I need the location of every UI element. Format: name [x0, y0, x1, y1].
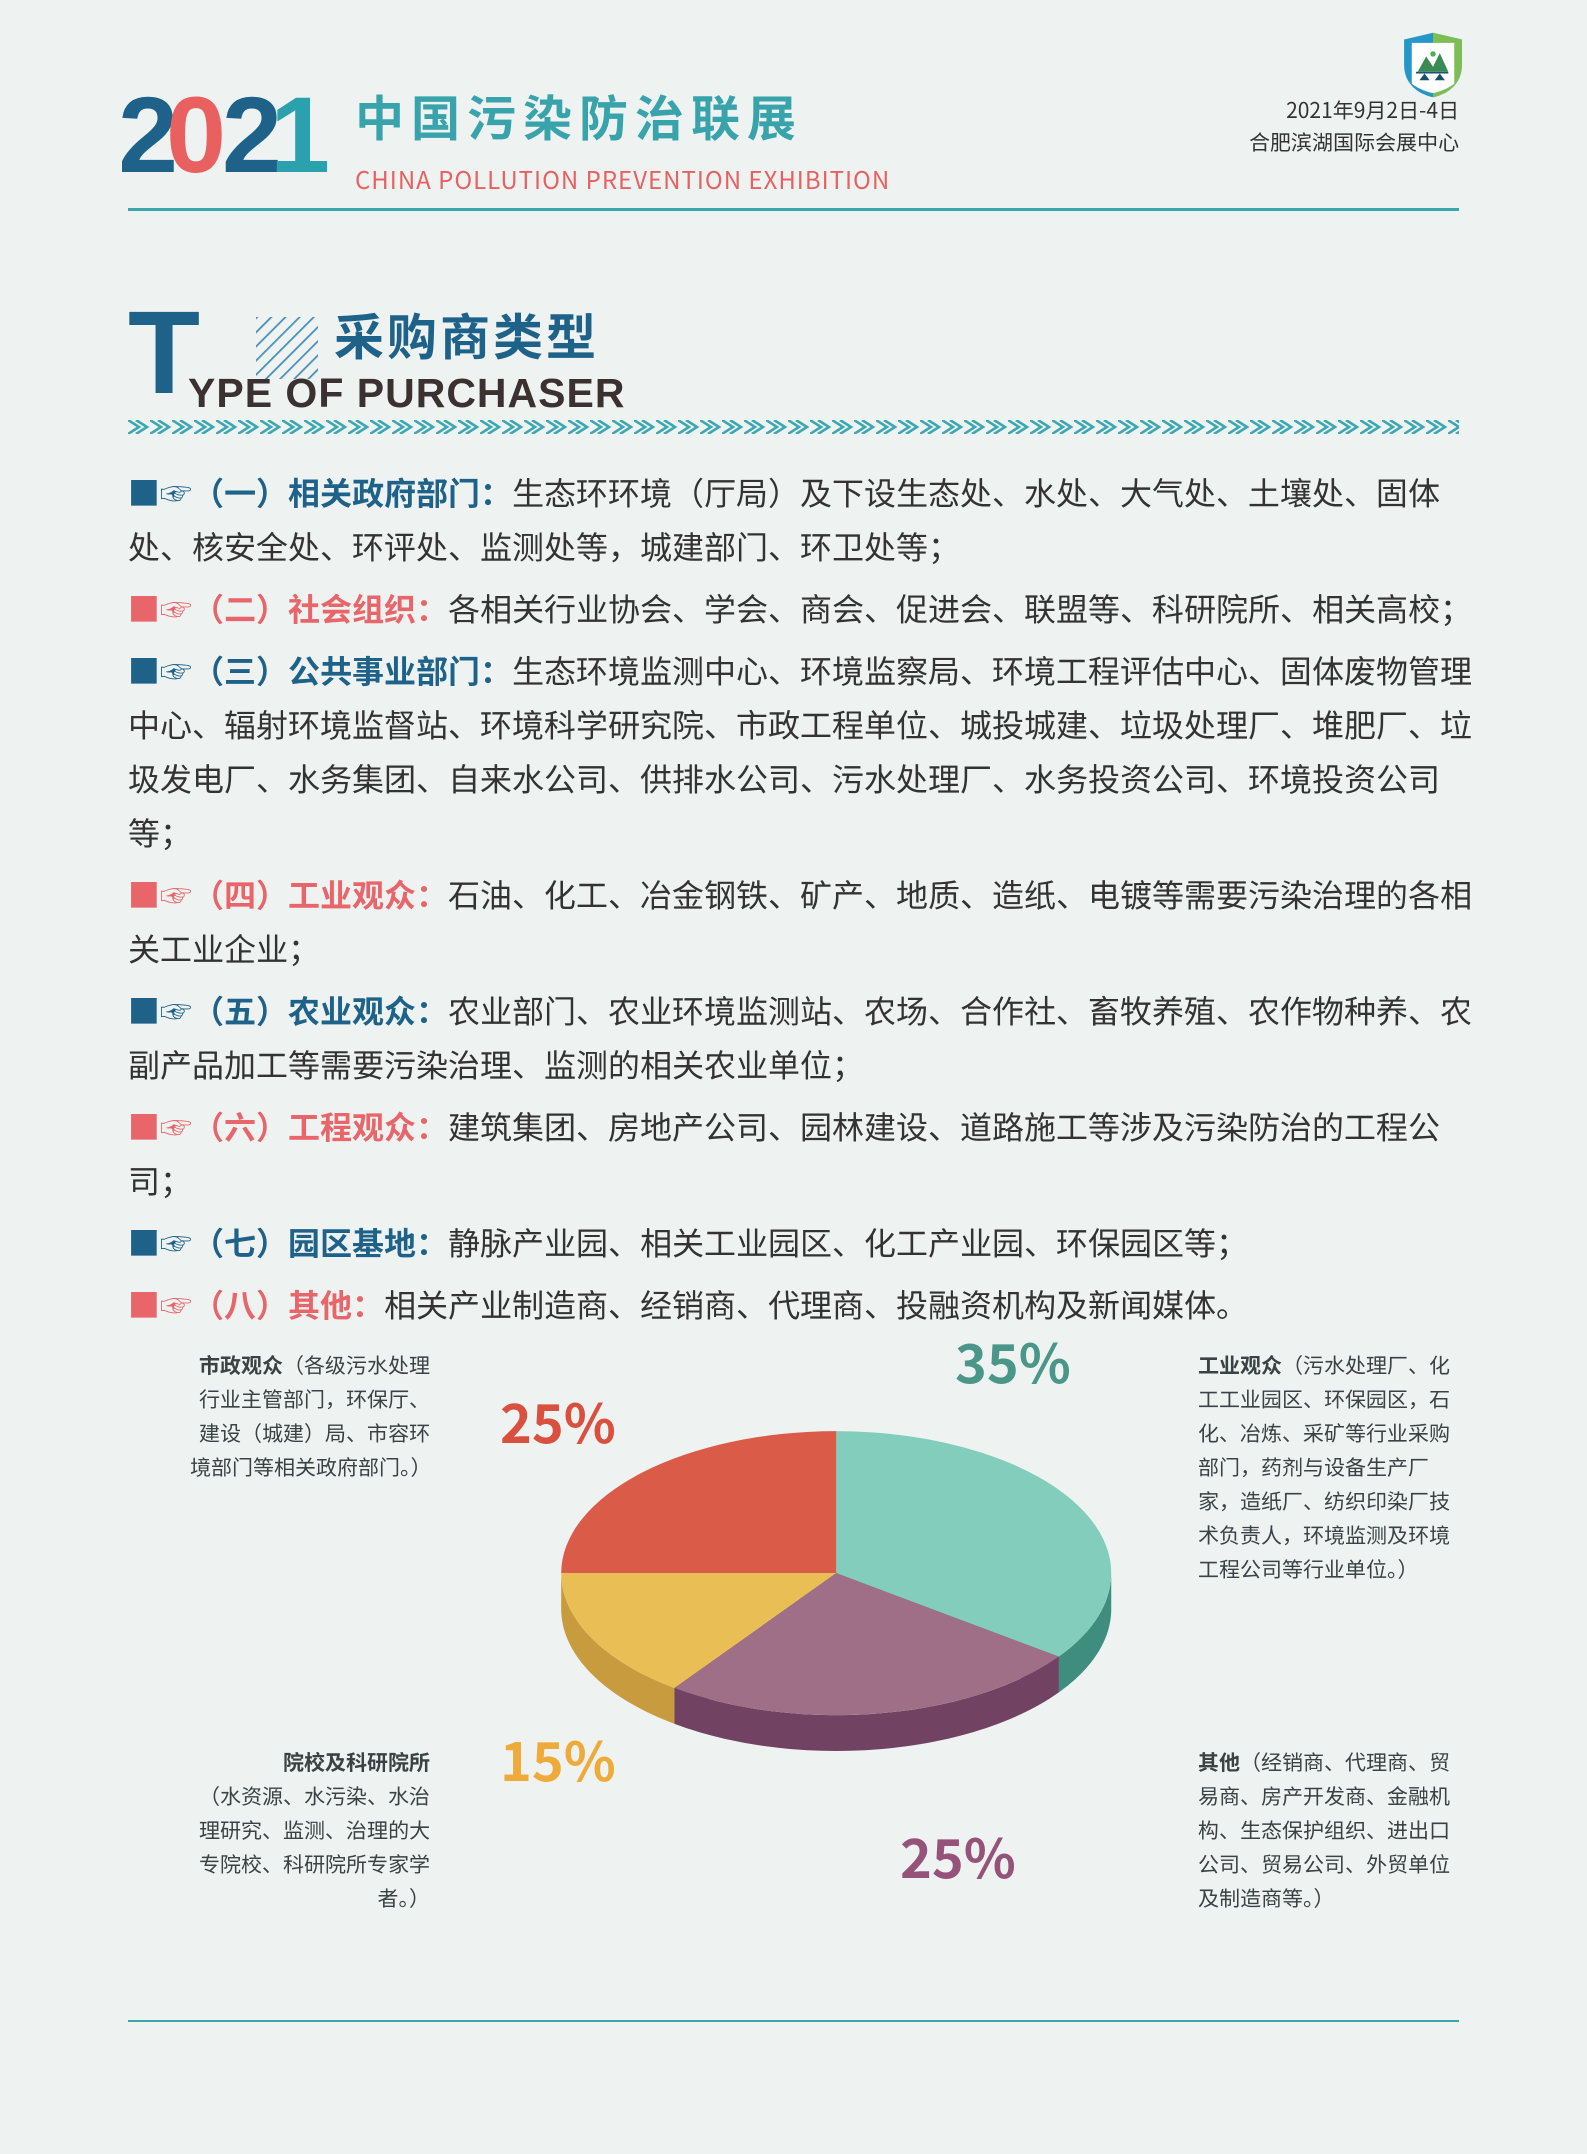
svg-text:0: 0: [166, 78, 226, 195]
svg-text:1: 1: [270, 78, 330, 195]
